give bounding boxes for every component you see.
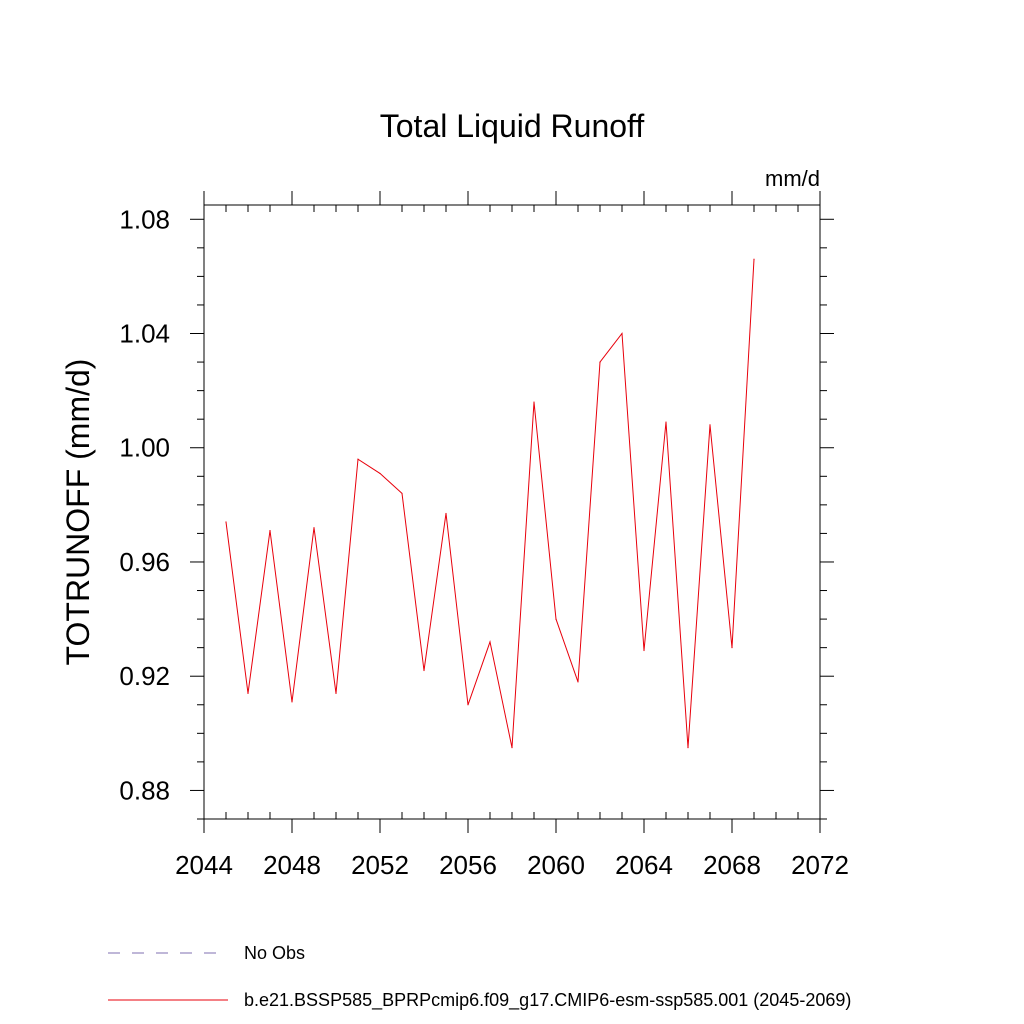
data-point bbox=[379, 472, 381, 475]
data-point bbox=[643, 649, 645, 652]
x-axis-ticks: 2044 2048 2052 2056 2060 2064 2068 2072 bbox=[175, 191, 849, 880]
data-point bbox=[225, 521, 227, 523]
data-point bbox=[555, 618, 557, 620]
y-axis-label: TOTRUNOFF (mm/d) bbox=[60, 359, 96, 666]
y-tick-label: 1.08 bbox=[119, 204, 170, 234]
y-tick-label: 1.00 bbox=[119, 433, 170, 463]
data-point bbox=[599, 361, 601, 363]
x-tick-label: 2068 bbox=[703, 850, 761, 880]
data-point bbox=[247, 692, 249, 694]
x-tick-label: 2044 bbox=[175, 850, 233, 880]
data-point bbox=[665, 421, 667, 423]
data-point bbox=[687, 747, 689, 749]
x-tick-label: 2072 bbox=[791, 850, 849, 880]
data-point bbox=[313, 527, 315, 529]
data-point bbox=[511, 747, 513, 749]
x-tick-label: 2056 bbox=[439, 850, 497, 880]
y-tick-label: 0.88 bbox=[119, 775, 170, 805]
data-point bbox=[533, 401, 535, 403]
x-tick-label: 2060 bbox=[527, 850, 585, 880]
legend-label-no-obs: No Obs bbox=[244, 943, 305, 963]
data-point bbox=[401, 492, 403, 495]
data-point bbox=[577, 681, 579, 683]
data-point bbox=[335, 692, 337, 694]
data-point bbox=[753, 258, 755, 260]
data-point bbox=[731, 647, 733, 649]
chart-title: Total Liquid Runoff bbox=[380, 108, 645, 144]
y-axis-ticks: 0.88 0.92 0.96 1.00 1.04 1.08 bbox=[119, 204, 834, 820]
y-tick-label: 1.04 bbox=[119, 319, 170, 349]
data-point bbox=[467, 704, 469, 706]
x-tick-label: 2064 bbox=[615, 850, 673, 880]
x-tick-label: 2048 bbox=[263, 850, 321, 880]
x-tick-label: 2052 bbox=[351, 850, 409, 880]
data-point bbox=[291, 701, 293, 703]
series-layer bbox=[225, 258, 755, 749]
y-tick-label: 0.92 bbox=[119, 661, 170, 691]
data-point bbox=[445, 512, 447, 515]
y-tick-label: 0.96 bbox=[119, 547, 170, 577]
data-point bbox=[489, 641, 491, 643]
data-point bbox=[423, 669, 425, 672]
data-point bbox=[709, 424, 711, 426]
data-point bbox=[621, 332, 623, 335]
legend-label-series: b.e21.BSSP585_BPRPcmip6.f09_g17.CMIP6-es… bbox=[244, 990, 851, 1011]
data-point bbox=[269, 529, 271, 532]
legend: No Obs b.e21.BSSP585_BPRPcmip6.f09_g17.C… bbox=[108, 943, 851, 1011]
plot-frame bbox=[203, 204, 821, 820]
data-point bbox=[357, 458, 359, 460]
series-line bbox=[225, 259, 755, 748]
units-label: mm/d bbox=[765, 166, 820, 191]
